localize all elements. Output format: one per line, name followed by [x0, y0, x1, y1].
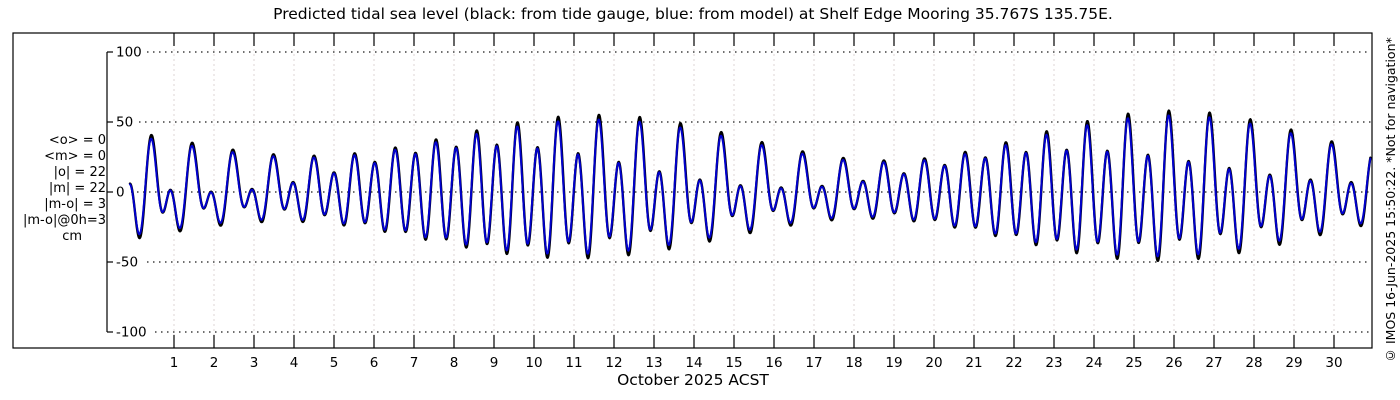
y-tick-label: 50 — [116, 115, 133, 131]
stat-line: |m| = 22 — [48, 181, 106, 196]
y-tick-label: -100 — [116, 325, 147, 341]
x-tick-label: 19 — [885, 355, 902, 371]
x-tick-label: 25 — [1125, 355, 1142, 371]
stat-line: <m> = 0 — [44, 149, 106, 164]
x-tick-label: 16 — [765, 355, 782, 371]
x-tick-label: 30 — [1325, 355, 1342, 371]
watermark-text: © IMOS 16-Jun-2025 15:50:22. *Not for na… — [1383, 37, 1398, 363]
x-tick-label: 20 — [925, 355, 942, 371]
x-tick-label: 11 — [565, 355, 582, 371]
x-tick-label: 1 — [170, 355, 179, 371]
x-tick-label: 9 — [490, 355, 499, 371]
stat-line: |m-o|@0h=3 — [23, 213, 106, 228]
x-tick-label: 17 — [805, 355, 822, 371]
stats-box: <o> = 0 <m> = 0 |o| = 22 |m| = 22 |m-o| … — [0, 133, 106, 245]
x-tick-label: 8 — [450, 355, 459, 371]
stat-line: |m-o| = 3 — [44, 197, 106, 212]
x-tick-label: 24 — [1085, 355, 1102, 371]
x-tick-label: 12 — [605, 355, 622, 371]
y-tick-label: 0 — [116, 185, 125, 201]
stat-unit: cm — [62, 229, 82, 244]
x-tick-label: 5 — [330, 355, 339, 371]
x-tick-label: 3 — [250, 355, 259, 371]
x-tick-label: 22 — [1005, 355, 1022, 371]
y-tick-label: -50 — [116, 255, 138, 271]
x-tick-label: 10 — [525, 355, 542, 371]
y-tick-label: 100 — [116, 45, 142, 61]
x-axis-label: October 2025 ACST — [617, 371, 769, 389]
x-tick-label: 15 — [725, 355, 742, 371]
x-tick-label: 27 — [1205, 355, 1222, 371]
x-tick-label: 2 — [210, 355, 219, 371]
chart-title: Predicted tidal sea level (black: from t… — [273, 5, 1113, 23]
model-curve — [129, 114, 1372, 258]
x-tick-label: 28 — [1245, 355, 1262, 371]
x-tick-label: 21 — [965, 355, 982, 371]
x-tick-label: 18 — [845, 355, 862, 371]
x-tick-label: 26 — [1165, 355, 1182, 371]
stat-line: <o> = 0 — [48, 133, 106, 148]
plot-frame — [12, 32, 1373, 349]
x-tick-label: 14 — [685, 355, 702, 371]
x-tick-label: 6 — [370, 355, 379, 371]
x-tick-label: 29 — [1285, 355, 1302, 371]
x-tick-label: 23 — [1045, 355, 1062, 371]
x-tick-label: 4 — [290, 355, 299, 371]
x-tick-label: 7 — [410, 355, 419, 371]
x-tick-label: 13 — [645, 355, 662, 371]
stat-line: |o| = 22 — [53, 165, 106, 180]
